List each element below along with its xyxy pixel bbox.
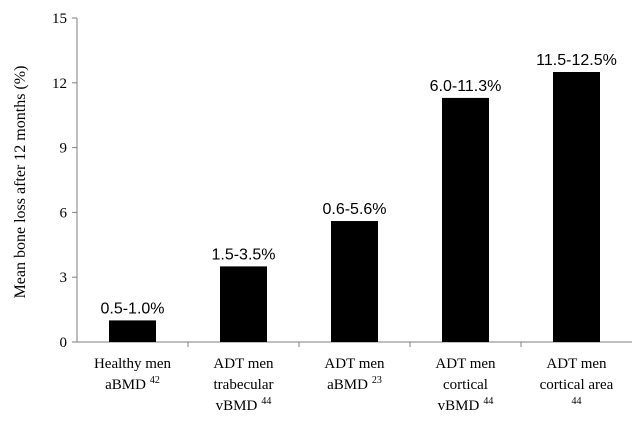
category-label-line: Healthy men [94, 356, 172, 372]
category-label-line: aBMD 42 [105, 375, 160, 393]
category-label-line: ADT men [324, 356, 385, 372]
bars [109, 72, 600, 342]
category-label: ADT men cortical area 44 [540, 356, 614, 407]
bar [109, 320, 156, 342]
data-label: 6.0-11.3% [430, 78, 502, 95]
data-labels: 0.5-1.0% 1.5-3.5% 0.6-5.6% 6.0-11.3% 11.5-12… [100, 52, 616, 317]
category-label: ADT men trabecular vBMD 44 [213, 356, 274, 414]
y-tick-label: 12 [52, 76, 67, 92]
bar [442, 97, 489, 342]
bar [553, 72, 600, 342]
y-tick-label: 15 [52, 11, 67, 27]
category-label: ADT men cortical vBMD 44 [435, 356, 496, 414]
category-label-line: cortical [443, 377, 488, 393]
y-tick-label: 3 [60, 270, 68, 286]
category-label-line: vBMD 44 [216, 396, 272, 414]
y-axis-label: Mean bone loss after 12 months (%) [12, 66, 29, 299]
category-label-line: ADT men [213, 356, 274, 372]
category-label-line: cortical area [540, 377, 614, 393]
data-label: 1.5-3.5% [211, 246, 275, 263]
data-label: 0.5-1.0% [100, 300, 164, 317]
bar [220, 266, 267, 342]
category-label-line: trabecular [214, 377, 274, 393]
category-label: Healthy men aBMD 42 [94, 356, 172, 393]
category-labels: Healthy men aBMD 42 ADT men trabecular vBMD 44… [94, 356, 614, 414]
y-tick-label: 9 [60, 141, 68, 157]
category-label-line: ADT men [435, 356, 496, 372]
category-label-line: 44 [572, 396, 582, 407]
bar [331, 221, 378, 342]
data-label: 0.6-5.6% [322, 201, 386, 218]
axes: 0 3 6 9 12 15 [52, 11, 632, 351]
category-label-line: vBMD 44 [438, 396, 494, 414]
y-tick-label: 6 [60, 205, 68, 221]
category-label-line: ADT men [546, 356, 607, 372]
y-tick-label: 0 [60, 335, 68, 351]
data-label: 11.5-12.5% [536, 52, 617, 69]
category-label-line: aBMD 23 [327, 375, 382, 393]
category-label: ADT men aBMD 23 [324, 356, 385, 393]
